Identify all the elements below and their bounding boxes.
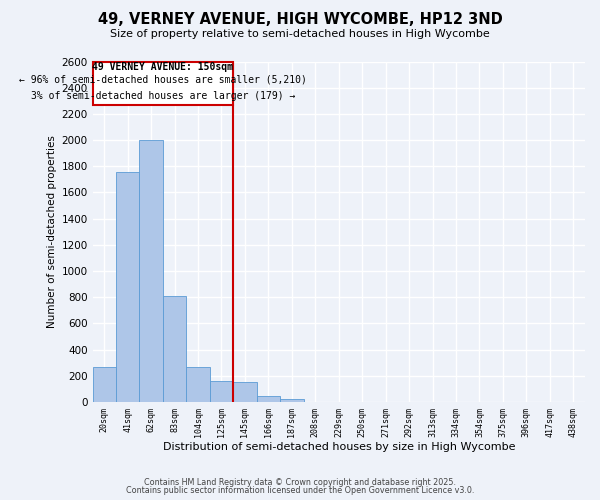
FancyBboxPatch shape — [92, 62, 233, 104]
Bar — [233, 382, 257, 402]
Bar — [187, 366, 210, 402]
Bar — [210, 381, 233, 402]
Text: Size of property relative to semi-detached houses in High Wycombe: Size of property relative to semi-detach… — [110, 29, 490, 39]
Y-axis label: Number of semi-detached properties: Number of semi-detached properties — [47, 136, 57, 328]
Text: Contains HM Land Registry data © Crown copyright and database right 2025.: Contains HM Land Registry data © Crown c… — [144, 478, 456, 487]
Text: 49 VERNEY AVENUE: 150sqm: 49 VERNEY AVENUE: 150sqm — [92, 62, 233, 72]
X-axis label: Distribution of semi-detached houses by size in High Wycombe: Distribution of semi-detached houses by … — [163, 442, 515, 452]
Text: 49, VERNEY AVENUE, HIGH WYCOMBE, HP12 3ND: 49, VERNEY AVENUE, HIGH WYCOMBE, HP12 3N… — [98, 12, 502, 28]
Text: 3% of semi-detached houses are larger (179) →: 3% of semi-detached houses are larger (1… — [31, 90, 295, 101]
Text: ← 96% of semi-detached houses are smaller (5,210): ← 96% of semi-detached houses are smalle… — [19, 75, 307, 85]
Text: Contains public sector information licensed under the Open Government Licence v3: Contains public sector information licen… — [126, 486, 474, 495]
Bar — [163, 296, 187, 402]
Bar — [139, 140, 163, 402]
Bar — [116, 172, 139, 402]
Bar — [92, 366, 116, 402]
Bar — [280, 400, 304, 402]
Bar — [257, 396, 280, 402]
